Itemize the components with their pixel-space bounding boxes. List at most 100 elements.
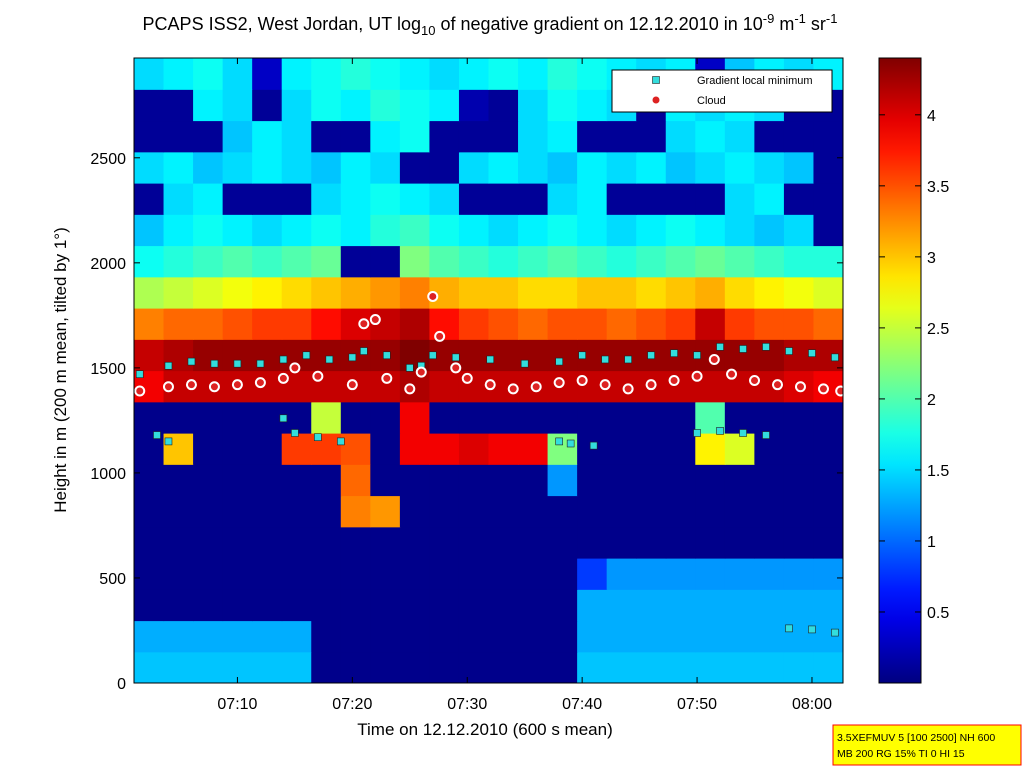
- heat-cell: [724, 214, 755, 247]
- heat-cell: [724, 526, 755, 559]
- heat-cell: [458, 120, 490, 153]
- heat-cell: [429, 464, 460, 497]
- heat-cell: [665, 214, 696, 247]
- heat-cell: [281, 245, 312, 278]
- heat-cell: [163, 308, 194, 340]
- heat-cell: [370, 89, 401, 122]
- heat-cell: [134, 308, 165, 340]
- heat-cell: [754, 526, 785, 559]
- heat-cell: [193, 58, 224, 90]
- heat-cell: [488, 339, 519, 372]
- heat-cell: [518, 245, 549, 278]
- heat-cell: [577, 276, 608, 309]
- x-tick-label: 08:00: [792, 696, 832, 713]
- marker-square: [451, 353, 460, 362]
- heat-cell: [311, 401, 342, 434]
- heat-cell: [134, 651, 165, 683]
- heat-cell: [606, 651, 637, 683]
- heat-cell: [458, 620, 490, 653]
- heat-cell: [370, 401, 401, 434]
- heat-cell: [754, 308, 785, 340]
- heat-cell: [399, 151, 431, 184]
- heat-cell: [695, 526, 726, 559]
- y-axis-label: Height in m (200 m mean, tilted by 1°): [51, 227, 70, 513]
- heat-cell: [281, 620, 312, 653]
- heat-cell: [577, 89, 608, 122]
- marker-square: [153, 431, 161, 439]
- marker-circle: [346, 379, 358, 391]
- heat-cell: [665, 589, 696, 622]
- heat-cell: [665, 276, 696, 309]
- heat-cell: [724, 401, 755, 434]
- heat-cell: [252, 464, 283, 497]
- heat-cell: [399, 589, 431, 622]
- heat-cell: [577, 308, 608, 340]
- heat-cell: [340, 245, 371, 278]
- heat-cell: [695, 183, 726, 215]
- heat-cell: [547, 464, 578, 497]
- heat-cell: [458, 401, 490, 434]
- y-tick-label: 0: [117, 676, 126, 693]
- heat-cell: [311, 245, 342, 278]
- heat-cell: [399, 401, 431, 434]
- heat-cell: [458, 339, 490, 372]
- heat-cell: [754, 401, 785, 434]
- heat-cell: [311, 589, 342, 622]
- heat-cell: [665, 245, 696, 278]
- heat-cell: [458, 589, 490, 622]
- heat-cell: [636, 651, 667, 683]
- heat-cell: [311, 89, 342, 122]
- heat-cell: [252, 433, 283, 465]
- heat-cell: [754, 245, 785, 278]
- heat-cell: [754, 620, 785, 653]
- marker-square: [164, 361, 173, 370]
- heat-cell: [754, 214, 785, 247]
- heat-cell: [429, 433, 460, 465]
- heat-cell: [429, 89, 460, 122]
- heat-cell: [340, 58, 371, 90]
- heat-cell: [281, 183, 312, 215]
- marker-circle: [530, 381, 542, 393]
- heat-cell: [665, 526, 696, 559]
- heat-cell: [665, 620, 696, 653]
- heat-cell: [754, 651, 785, 683]
- heat-cell: [636, 308, 667, 340]
- marker-square: [670, 349, 678, 357]
- heat-cell: [577, 558, 608, 590]
- heat-cell: [311, 495, 342, 528]
- heat-cell: [163, 245, 194, 278]
- heat-cell: [281, 526, 312, 559]
- heat-cell: [399, 214, 431, 247]
- marker-circle: [312, 370, 324, 382]
- marker-square: [716, 427, 724, 435]
- heat-cell: [370, 245, 401, 278]
- heat-cell: [577, 58, 608, 90]
- marker-circle: [599, 379, 611, 391]
- heat-cell: [252, 89, 283, 122]
- heat-cell: [724, 589, 755, 622]
- heat-cell: [518, 89, 549, 122]
- heat-cell: [488, 120, 519, 153]
- marker-circle: [645, 379, 657, 391]
- heat-cell: [429, 245, 460, 278]
- heat-cell: [193, 651, 224, 683]
- heat-cell: [281, 589, 312, 622]
- heat-cell: [252, 651, 283, 683]
- heat-cell: [340, 651, 371, 683]
- heat-cell: [783, 120, 815, 153]
- marker-circle: [277, 372, 289, 384]
- heat-cell: [695, 120, 726, 153]
- heat-cell: [193, 214, 224, 247]
- heat-cell: [577, 151, 608, 184]
- heat-cell: [518, 464, 549, 497]
- marker-square: [164, 437, 173, 446]
- heat-cell: [754, 495, 785, 528]
- heat-cell: [458, 214, 490, 247]
- marker-square: [739, 345, 747, 353]
- heat-cell: [429, 183, 460, 215]
- marker-square: [566, 439, 575, 448]
- heat-cell: [606, 495, 637, 528]
- heat-cell: [163, 58, 194, 90]
- heat-cell: [783, 151, 815, 184]
- heat-cell: [222, 276, 253, 309]
